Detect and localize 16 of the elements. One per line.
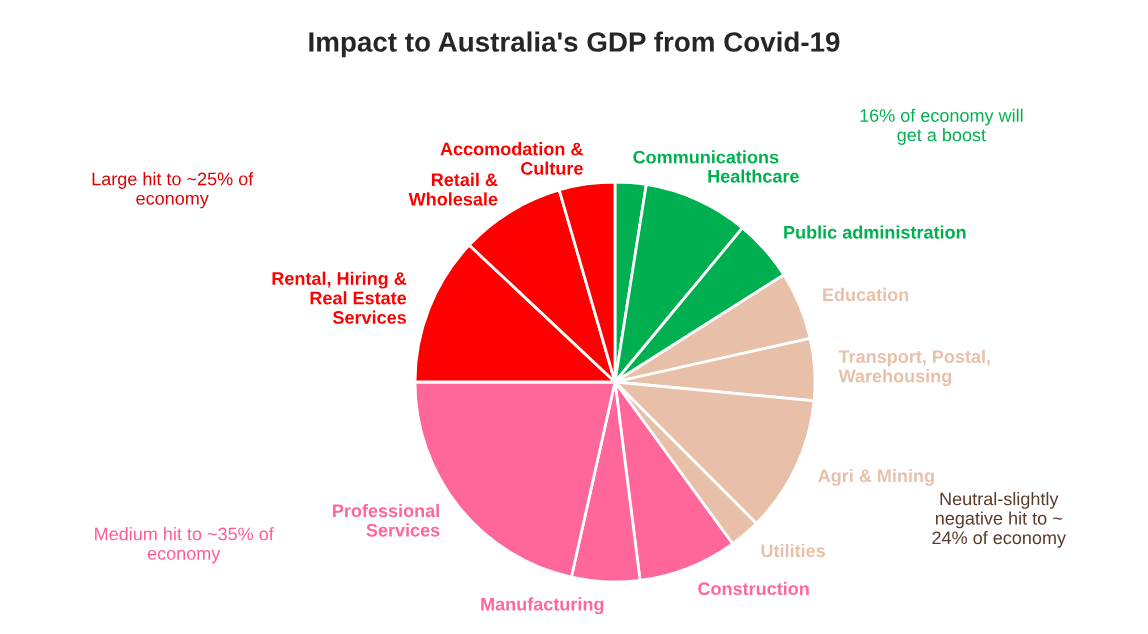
slice-label: Utilities [761, 543, 825, 558]
text: Neutral-slightly negative hit to ~ 24% of economy [932, 492, 1066, 548]
text: Medium hit to ~35% of economy [95, 527, 274, 564]
slice-label: Professional Services [333, 503, 440, 537]
chart-title: Impact to Australia's GDP from Covid-19 [309, 31, 840, 58]
slice-label: Agri & Mining [818, 468, 934, 486]
slice-label: Public administration [784, 225, 966, 239]
slice-label: Communications [633, 150, 779, 164]
slice-label: Transport, Postal, Warehousing [838, 349, 990, 387]
text: 16% of economy will get a boost [860, 108, 1023, 145]
slice-label: Construction [698, 581, 809, 596]
slice-label: Manufacturing [481, 597, 604, 615]
slice-label: Education [823, 287, 909, 302]
slice-label: Rental, Hiring & Real Estate Services [272, 271, 407, 324]
slice-label: Healthcare [708, 169, 799, 183]
text: Large hit to ~25% of economy [92, 172, 254, 209]
